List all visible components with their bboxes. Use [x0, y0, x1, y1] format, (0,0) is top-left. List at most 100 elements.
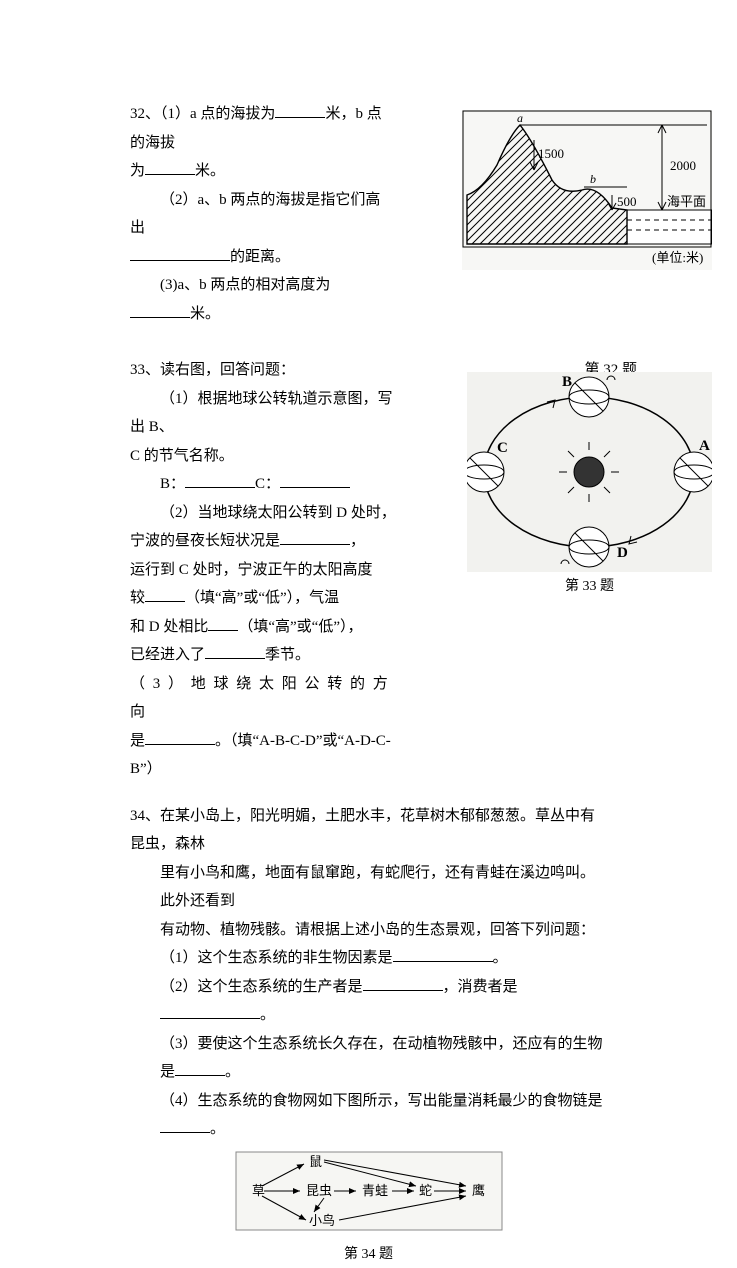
q33-line11: （ 3 ） 地 球 绕 太 阳 公 转 的 方 向 [130, 670, 400, 727]
earth-C [467, 452, 504, 492]
t: 读右图，回答问题： [160, 362, 295, 378]
t: C 的节气名称。 [130, 448, 234, 464]
q34-p2: 里有小鸟和鹰，地面有鼠窜跑，有蛇爬行，还有青蛙在溪边鸣叫。此外还看到 [130, 859, 607, 916]
t: 米。 [190, 306, 220, 322]
blank [208, 613, 238, 631]
q33-line5: （2）当地球绕太阳公转到 D 处时， [130, 499, 400, 528]
t: （2）当地球绕太阳公转到 D 处时， [160, 505, 396, 521]
blank [175, 1059, 225, 1077]
q34-p3: 有动物、植物残骸。请根据上述小岛的生态景观，回答下列问题： [130, 916, 607, 945]
t: 运行到 C 处时，宁波正午的太阳高度 [130, 562, 373, 578]
q33-line10: 已经进入了 季节。 [130, 641, 400, 670]
t: 宁波的昼夜长短状况是 [130, 533, 280, 549]
blank [280, 471, 350, 489]
blank [205, 642, 265, 660]
t: 较 [130, 590, 145, 606]
orbit-diagram: B D C A [467, 372, 712, 572]
blank [130, 300, 190, 318]
food-web-diagram: 草 昆虫 青蛙 蛇 鹰 鼠 小鸟 [234, 1150, 504, 1240]
node-frog: 青蛙 [362, 1183, 388, 1198]
t: 为 [130, 163, 145, 179]
q33-line7: 运行到 C 处时，宁波正午的太阳高度 [130, 556, 400, 585]
t: （2）这个生态系统的生产者是 [160, 979, 363, 995]
figure-33: B D C A 第 33 题 [467, 372, 712, 601]
earth-A [674, 452, 712, 492]
q34-num: 34、 [130, 808, 160, 824]
q33-line12: 是。（填“A-B-C-D”或“A-D-C-B”） [130, 727, 400, 784]
exam-page: 32、（1）a 点的海拔为米，b 点的海拔 为米。 （2）a、b 两点的海拔是指… [0, 0, 737, 1021]
t: 。 [210, 1121, 225, 1137]
q32-line4: 的距离。 [130, 243, 390, 272]
t: 已经进入了 [130, 647, 205, 663]
t: (3)a、b 两点的相对高度为 [160, 277, 330, 293]
t: ， [350, 533, 365, 549]
blank [363, 973, 443, 991]
q32-line1: 32、（1）a 点的海拔为米，b 点的海拔 [130, 100, 390, 157]
blank [280, 528, 350, 546]
blank [393, 945, 493, 963]
t: 。 [493, 950, 508, 966]
blank [185, 471, 255, 489]
t: 季节。 [265, 647, 310, 663]
t: （2）a、b 两点的海拔是指它们高出 [130, 192, 380, 237]
t: 是 [130, 733, 145, 749]
t: C： [255, 476, 280, 492]
t: 和 D 处相比 [130, 619, 208, 635]
t: 米。 [195, 163, 225, 179]
q32-line5: (3)a、b 两点的相对高度为米。 [130, 271, 390, 328]
t: （ 3 ） 地 球 绕 太 阳 公 转 的 方 向 [130, 676, 390, 721]
label-b: b [590, 172, 596, 186]
q34-caption: 第 34 题 [234, 1242, 504, 1268]
blank [145, 585, 185, 603]
q32-text: 32、（1）a 点的海拔为米，b 点的海拔 为米。 （2）a、b 两点的海拔是指… [130, 100, 390, 328]
label-a: a [517, 111, 523, 125]
q32-num: 32、 [130, 106, 160, 122]
t: 在某小岛上，阳光明媚，土肥水丰，花草树木郁郁葱葱。草丛中有昆虫，森林 [130, 808, 595, 853]
q32-line3: （2）a、b 两点的海拔是指它们高出 [130, 186, 390, 243]
blank [160, 1002, 260, 1020]
label-1500: 1500 [538, 146, 564, 161]
question-34: 34、在某小岛上，阳光明媚，土肥水丰，花草树木郁郁葱葱。草丛中有昆虫，森林 里有… [130, 802, 607, 1268]
label-A: A [699, 438, 710, 454]
q33-caption: 第 33 题 [467, 574, 712, 601]
label-sea: 海平面 [667, 194, 706, 209]
q33-line2: （1）根据地球公转轨道示意图，写出 B、 [130, 385, 400, 442]
blank [275, 101, 325, 119]
t: 里有小鸟和鹰，地面有鼠窜跑，有蛇爬行，还有青蛙在溪边鸣叫。此外还看到 [160, 865, 595, 910]
node-mouse: 鼠 [309, 1154, 322, 1169]
t: （1）a 点的海拔为 [160, 106, 275, 122]
blank [160, 1116, 210, 1134]
figure-32: a b 1500 2000 500 海平面 (单位:米) [462, 110, 712, 270]
q33-line8: 较 （填“高”或“低”），气温 [130, 584, 400, 613]
question-32: 32、（1）a 点的海拔为米，b 点的海拔 为米。 （2）a、b 两点的海拔是指… [130, 100, 607, 328]
q33-text: 33、读右图，回答问题： 第 32 题 （1）根据地球公转轨道示意图，写出 B、… [130, 356, 400, 784]
node-snake: 蛇 [419, 1183, 432, 1198]
q33-line9: 和 D 处相比（填“高”或“低”）， [130, 613, 400, 642]
label-C: C [497, 440, 508, 456]
t: 的距离。 [230, 249, 290, 265]
label-unit: (单位:米) [652, 250, 703, 265]
t: （4）生态系统的食物网如下图所示，写出能量消耗最少的食物链是 [160, 1093, 603, 1109]
t: ，消费者是 [443, 979, 518, 995]
t: （1）根据地球公转轨道示意图，写出 B、 [130, 391, 393, 436]
label-2000: 2000 [670, 158, 696, 173]
q33-line6: 宁波的昼夜长短状况是 ， [130, 527, 400, 556]
q34-q1: （1）这个生态系统的非生物因素是。 [130, 944, 607, 973]
node-insect: 昆虫 [306, 1183, 332, 1198]
q33-line4: B： C： [130, 470, 400, 499]
label-B: B [562, 374, 572, 390]
q34-q3: （3）要使这个生态系统长久存在，在动植物残骸中，还应有的生物是。 [130, 1030, 607, 1087]
label-D: D [617, 545, 628, 561]
blank [145, 158, 195, 176]
t: （填“高”或“低”），气温 [185, 590, 339, 606]
question-33: 33、读右图，回答问题： 第 32 题 （1）根据地球公转轨道示意图，写出 B、… [130, 356, 607, 784]
t: 。 [225, 1064, 240, 1080]
node-eagle: 鹰 [472, 1183, 485, 1198]
t: B： [160, 476, 185, 492]
q33-line3: C 的节气名称。 [130, 442, 400, 471]
node-bird: 小鸟 [309, 1213, 335, 1228]
t: 有动物、植物残骸。请根据上述小岛的生态景观，回答下列问题： [160, 922, 595, 938]
q33-line1: 33、读右图，回答问题： 第 32 题 [130, 356, 400, 385]
blank [130, 243, 230, 261]
q34-q4: （4）生态系统的食物网如下图所示，写出能量消耗最少的食物链是。 [130, 1087, 607, 1144]
